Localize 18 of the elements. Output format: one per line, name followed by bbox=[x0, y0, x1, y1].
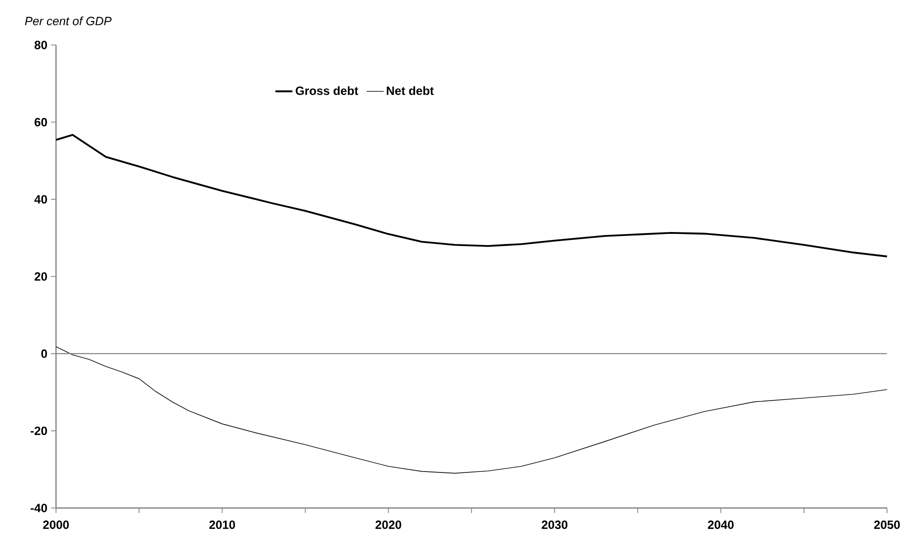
x-tick-label: 2000 bbox=[43, 520, 69, 529]
y-tick-label: 0 bbox=[41, 349, 47, 358]
x-tick-label: 2030 bbox=[542, 520, 568, 530]
y-tick-label: 40 bbox=[34, 195, 47, 204]
line-series bbox=[56, 346, 888, 474]
legend-label: Net debt bbox=[386, 86, 434, 95]
x-tick-label: 2040 bbox=[708, 520, 734, 529]
x-tick-label: 2010 bbox=[209, 520, 235, 529]
legend-label: Gross debt bbox=[296, 86, 358, 95]
y-tick-label: 80 bbox=[34, 40, 47, 50]
x-tick-label: 2020 bbox=[376, 520, 402, 529]
y-tick-label: 60 bbox=[34, 118, 47, 126]
line-series bbox=[55, 134, 888, 258]
y-axis-title: Per cent of GDP bbox=[24, 16, 112, 26]
y-tick-label: -40 bbox=[30, 504, 47, 512]
y-tick-label: 20 bbox=[34, 272, 47, 281]
y-tick-label: -20 bbox=[30, 426, 47, 436]
x-tick-label: 2050 bbox=[874, 520, 900, 529]
